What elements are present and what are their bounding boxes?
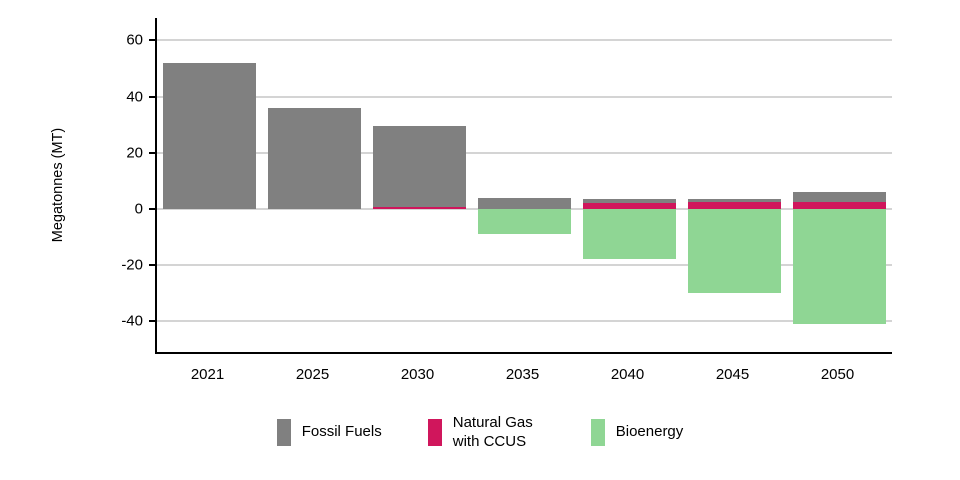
legend-label: Bioenergy bbox=[615, 423, 684, 441]
y-tick-mark bbox=[149, 39, 155, 42]
y-tick-label: 20 bbox=[126, 144, 143, 162]
bar-fossil-fuels-2025 bbox=[268, 107, 361, 209]
y-tick-label: 40 bbox=[126, 88, 143, 106]
y-tick-label: -40 bbox=[121, 312, 143, 330]
y-axis-title: Megatonnes (MT) bbox=[50, 127, 66, 243]
y-tick-label: -20 bbox=[121, 256, 143, 274]
y-tick-label: 0 bbox=[134, 200, 143, 218]
bar-fossil-fuels-2021 bbox=[163, 62, 256, 209]
legend-swatch-icon bbox=[276, 419, 291, 447]
bar-fossil-fuels-2035 bbox=[478, 197, 571, 209]
legend-label: Natural Gas with CCUS bbox=[452, 414, 533, 450]
bar-bioenergy-2045 bbox=[688, 208, 781, 294]
bar-fossil-fuels-2040 bbox=[583, 199, 676, 204]
bar-fossil-fuels-2050 bbox=[793, 192, 886, 202]
bar-fossil-fuels-2030 bbox=[373, 126, 466, 208]
bar-natural-gas-with-ccus-2050 bbox=[793, 201, 886, 209]
y-tick-mark bbox=[149, 320, 155, 323]
legend-item-bioenergy: Bioenergy bbox=[590, 419, 684, 447]
legend-item-natural-gas-with-ccus: Natural Gas with CCUS bbox=[427, 414, 545, 452]
plot-area bbox=[155, 18, 892, 354]
bar-bioenergy-2050 bbox=[793, 208, 886, 324]
legend-label: Fossil Fuels bbox=[301, 423, 382, 441]
legend-swatch-icon bbox=[590, 419, 605, 447]
bar-bioenergy-2040 bbox=[583, 208, 676, 260]
bar-fossil-fuels-2045 bbox=[688, 199, 781, 202]
bar-natural-gas-with-ccus-2045 bbox=[688, 201, 781, 209]
y-tick-mark bbox=[149, 207, 155, 210]
x-tick-label-2030: 2030 bbox=[400, 366, 435, 383]
gridline--40 bbox=[157, 320, 892, 323]
x-tick-label-2040: 2040 bbox=[610, 366, 645, 383]
y-tick-label: 60 bbox=[126, 31, 143, 49]
x-tick-label-2025: 2025 bbox=[295, 366, 330, 383]
y-tick-mark bbox=[149, 263, 155, 266]
gridline--20 bbox=[157, 263, 892, 266]
x-tick-label-2050: 2050 bbox=[820, 366, 855, 383]
x-tick-label-2035: 2035 bbox=[505, 366, 540, 383]
legend: Fossil Fuels Natural Gas with CCUS Bioener… bbox=[0, 414, 960, 452]
y-tick-mark bbox=[149, 151, 155, 154]
bar-bioenergy-2035 bbox=[478, 208, 571, 235]
x-tick-label-2045: 2045 bbox=[715, 366, 750, 383]
bar-natural-gas-with-ccus-2030 bbox=[373, 207, 466, 209]
x-tick-label-2021: 2021 bbox=[190, 366, 225, 383]
gridline-60 bbox=[157, 39, 892, 42]
y-tick-mark bbox=[149, 95, 155, 98]
bar-natural-gas-with-ccus-2040 bbox=[583, 203, 676, 209]
legend-swatch-icon bbox=[427, 419, 442, 447]
gridline-20 bbox=[157, 151, 892, 154]
gridline-40 bbox=[157, 95, 892, 98]
legend-item-fossil-fuels: Fossil Fuels bbox=[276, 419, 382, 447]
